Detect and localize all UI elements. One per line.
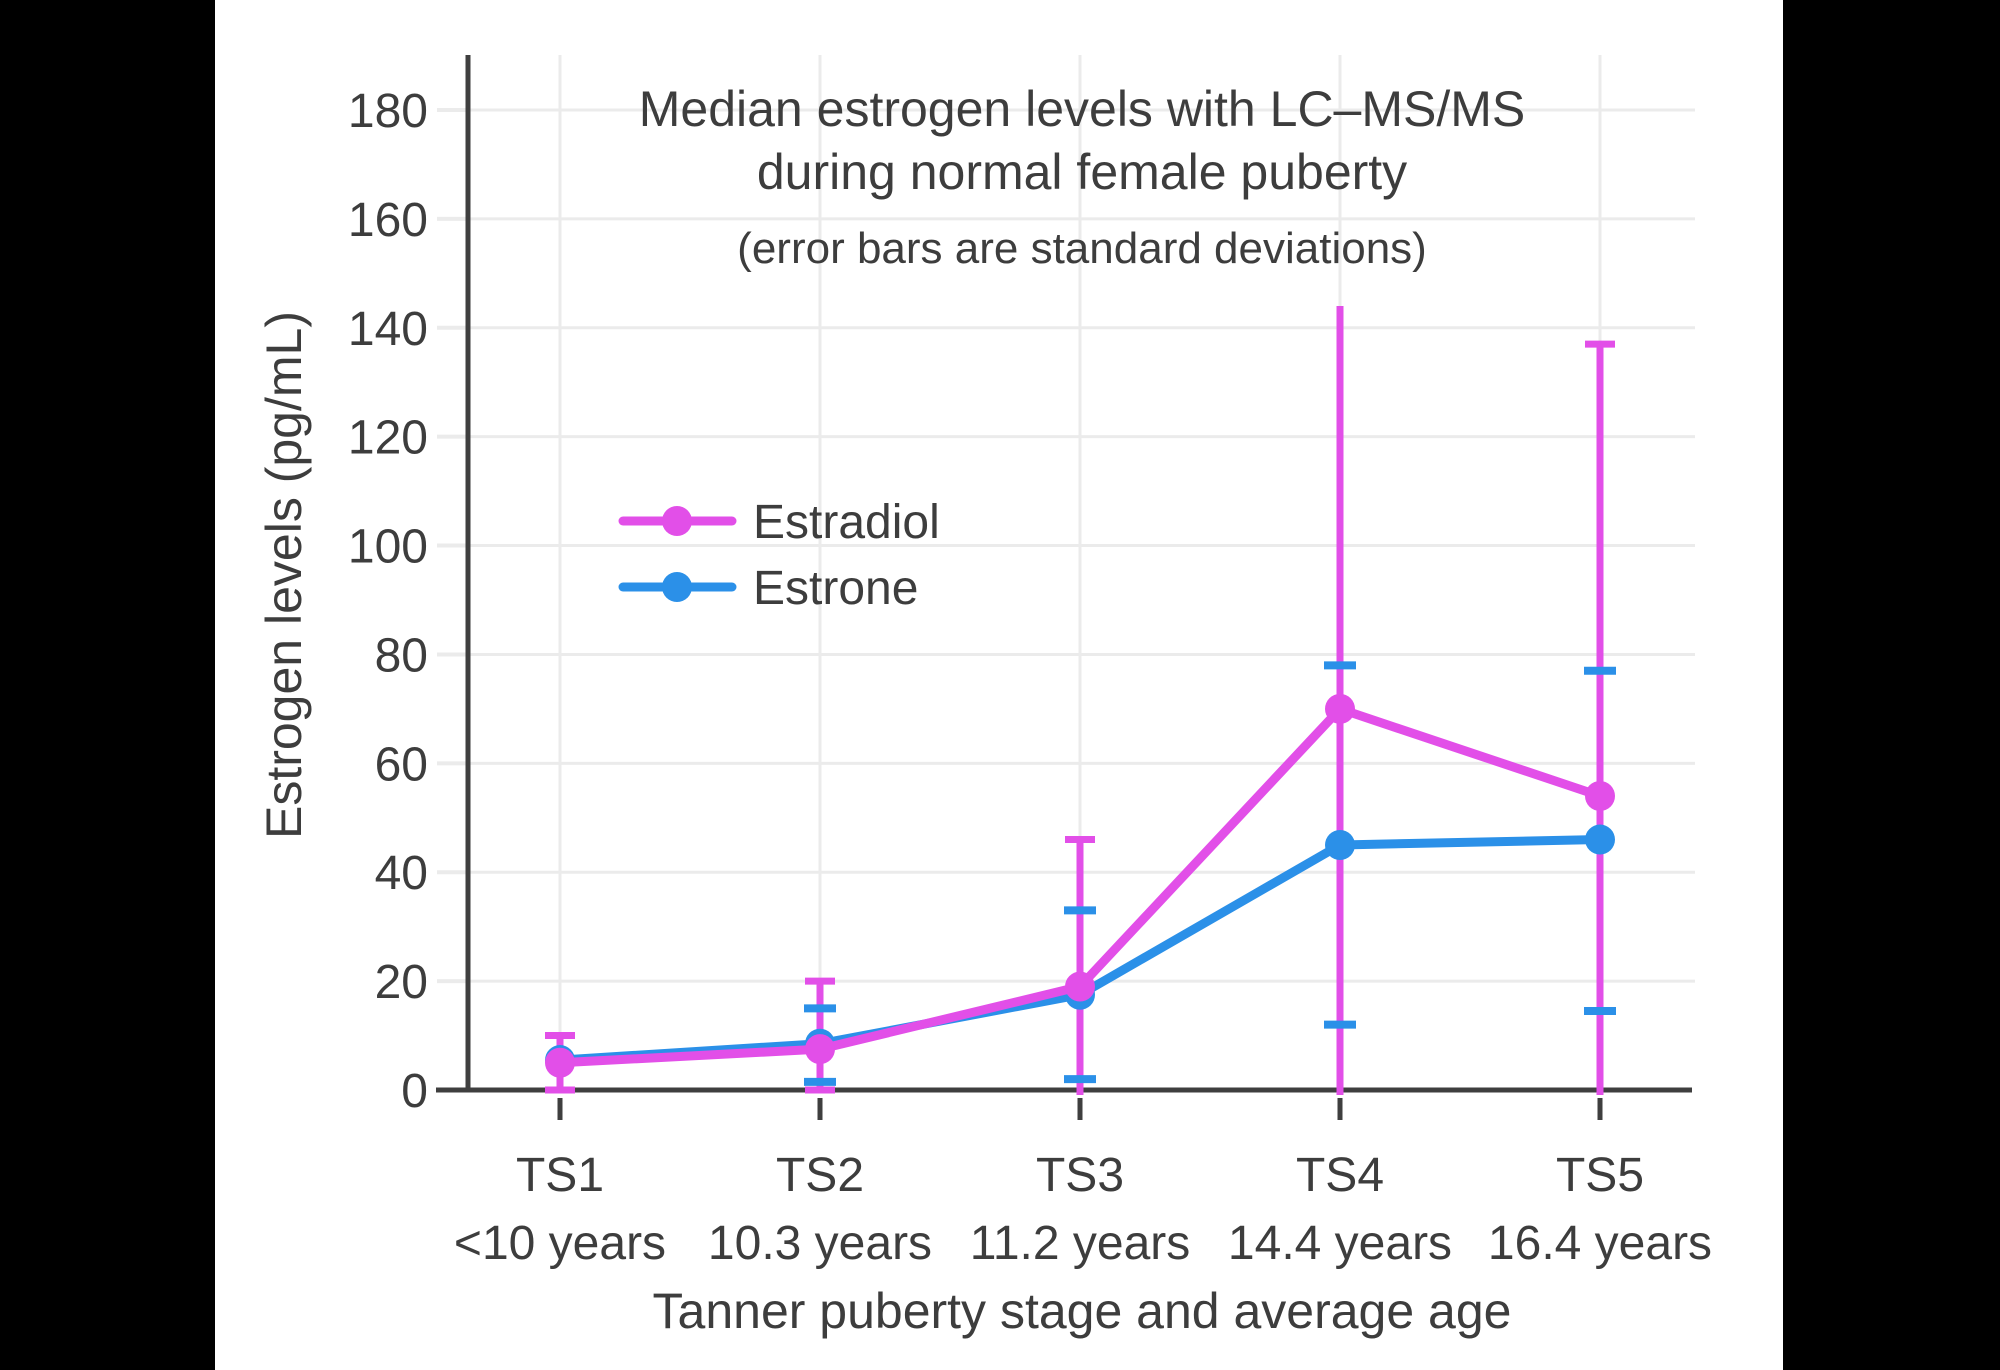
x-tick-stage-label: TS3 bbox=[1035, 1149, 1125, 1202]
y-tick-label: 80 bbox=[375, 629, 428, 682]
estrone-point bbox=[1325, 830, 1355, 860]
legend-swatch-estrone-point-icon bbox=[662, 572, 692, 602]
estradiol-point bbox=[1065, 971, 1095, 1002]
estradiol-point bbox=[1585, 781, 1615, 811]
y-tick-label: 160 bbox=[348, 194, 428, 247]
y-tick-label: 140 bbox=[348, 303, 428, 356]
x-tick-stage-label: TS2 bbox=[775, 1149, 865, 1202]
estradiol-point bbox=[545, 1047, 575, 1078]
x-tick-stage-label: TS5 bbox=[1555, 1149, 1645, 1202]
chart-subtitle: (error bars are standard deviations) bbox=[737, 224, 1427, 273]
x-tick-age-label: 10.3 years bbox=[707, 1217, 933, 1270]
legend-label-estrone: Estrone bbox=[753, 562, 919, 615]
x-tick-age-label: 14.4 years bbox=[1227, 1217, 1453, 1270]
chart-title-line1: Median estrogen levels with LC–MS/MS bbox=[638, 81, 1526, 137]
legend-label-estradiol: Estradiol bbox=[753, 496, 940, 549]
estradiol-point bbox=[1325, 693, 1355, 724]
x-tick-age-label: <10 years bbox=[453, 1217, 667, 1270]
x-tick-age-label: 16.4 years bbox=[1487, 1217, 1713, 1270]
y-tick-label: 0 bbox=[401, 1065, 428, 1118]
estrone-point bbox=[1585, 824, 1615, 855]
y-tick-label: 100 bbox=[348, 521, 428, 574]
estradiol-point bbox=[805, 1034, 835, 1065]
y-tick-label: 40 bbox=[375, 847, 428, 900]
y-tick-label: 20 bbox=[375, 956, 428, 1009]
y-tick-label: 60 bbox=[375, 738, 428, 791]
x-axis-title: Tanner puberty stage and average age bbox=[652, 1283, 1512, 1339]
y-axis-title: Estrogen levels (pg/mL) bbox=[256, 311, 312, 840]
chart-title-line2: during normal female puberty bbox=[756, 144, 1408, 200]
x-tick-age-label: 11.2 years bbox=[969, 1217, 1191, 1270]
legend-swatch-estradiol-point-icon bbox=[662, 506, 692, 536]
chart-canvas bbox=[215, 0, 1783, 1370]
x-tick-stage-label: TS1 bbox=[515, 1149, 605, 1202]
y-tick-label: 180 bbox=[348, 85, 428, 138]
y-tick-label: 120 bbox=[348, 412, 428, 465]
x-tick-stage-label: TS4 bbox=[1295, 1149, 1385, 1202]
